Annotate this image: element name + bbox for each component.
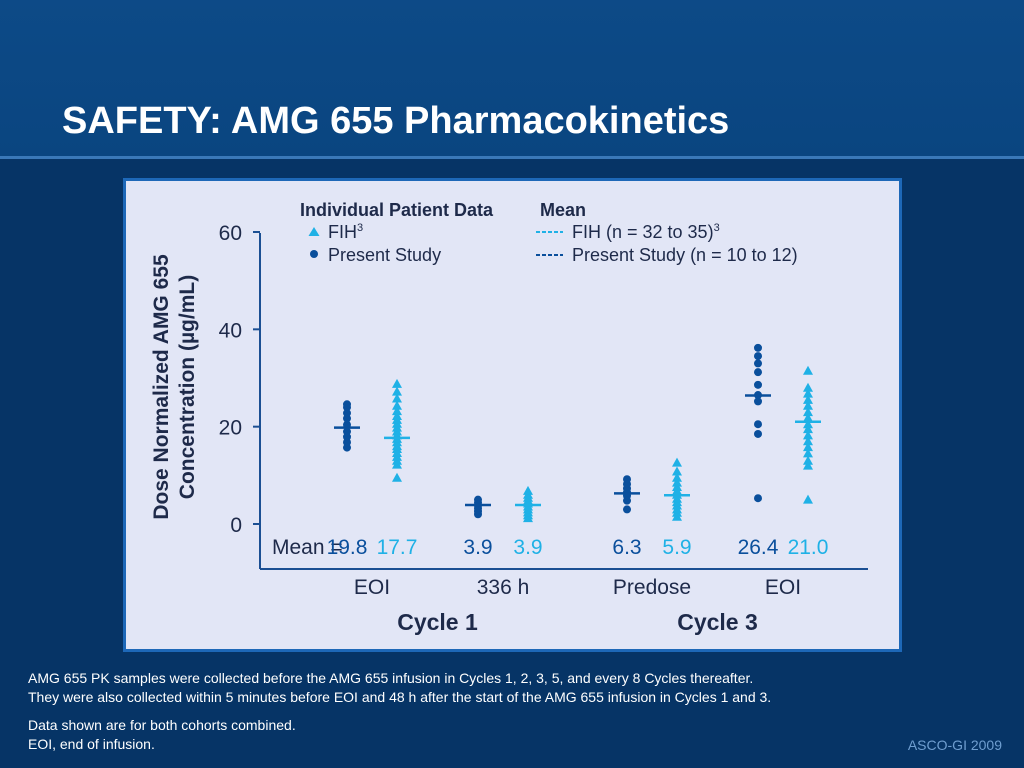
present-study-point: [343, 400, 351, 409]
fih-point: [392, 410, 402, 420]
legend-mean-header: Mean: [540, 200, 586, 220]
fih-point: [803, 419, 813, 429]
fih-point: [523, 485, 533, 495]
slide-title: SAFETY: AMG 655 Pharmacokinetics: [62, 100, 730, 142]
present-study-point: [754, 380, 762, 389]
fih-point: [803, 400, 813, 410]
fih-point: [803, 365, 813, 375]
fih-mean-value: 17.7: [377, 536, 418, 559]
present-study-point: [754, 359, 762, 368]
footnote-line: Data shown are for both cohorts combined…: [28, 717, 296, 733]
cycle-label: Cycle 1: [397, 609, 478, 635]
legend-fih-triangle-icon: [308, 227, 320, 236]
chart-panel: Dose Normalized AMG 655 Concentration (µ…: [123, 178, 902, 652]
footer-label: ASCO-GI 2009: [907, 737, 1002, 753]
legend-fih-marker-label: FIH3: [328, 222, 363, 242]
fih-mean-value: 3.9: [513, 536, 542, 559]
fih-point: [803, 442, 813, 452]
x-timepoint-label: EOI: [354, 576, 390, 599]
present-study-point: [343, 409, 351, 418]
fih-point: [803, 460, 813, 470]
slide-header: [0, 0, 1024, 158]
y-tick-label: 20: [219, 417, 242, 440]
fih-point: [672, 457, 682, 467]
present-study-point: [754, 343, 762, 352]
y-tick-label: 60: [219, 222, 242, 245]
present-mean-value: 3.9: [463, 536, 492, 559]
present-study-point: [343, 427, 351, 436]
present-study-point: [754, 352, 762, 361]
mean-row-label: Mean =: [272, 536, 343, 559]
y-axis-label-line2: Concentration (µg/mL): [176, 275, 199, 499]
fih-point: [803, 394, 813, 404]
y-tick-label: 40: [219, 319, 242, 342]
fih-point: [392, 393, 402, 403]
fih-point: [392, 472, 402, 482]
present-study-point: [474, 495, 482, 504]
x-timepoint-label: Predose: [613, 576, 691, 599]
present-study-point: [754, 368, 762, 377]
y-tick-label: 0: [230, 514, 242, 537]
fih-mean-value: 5.9: [662, 536, 691, 559]
cycle-label: Cycle 3: [677, 609, 758, 635]
fih-point: [392, 406, 402, 416]
present-study-point: [754, 420, 762, 429]
present-study-point: [754, 397, 762, 406]
fih-point: [672, 477, 682, 487]
fih-point: [803, 388, 813, 398]
legend-individual-header: Individual Patient Data: [300, 200, 494, 220]
legend-present-circle-icon: [310, 250, 318, 258]
fih-point: [803, 430, 813, 440]
footnotes-block: Data shown are for both cohorts combined…: [28, 716, 296, 754]
fih-point: [803, 407, 813, 417]
footnotes-block: AMG 655 PK samples were collected before…: [28, 669, 771, 707]
x-timepoint-label: 336 h: [477, 576, 530, 599]
fih-point: [392, 386, 402, 396]
chart-svg: Dose Normalized AMG 655 Concentration (µ…: [150, 200, 868, 635]
footnote-line: AMG 655 PK samples were collected before…: [28, 670, 754, 686]
x-timepoint-label: EOI: [765, 576, 801, 599]
footnote-line: They were also collected within 5 minute…: [28, 689, 772, 705]
fih-point: [392, 400, 402, 410]
fih-point: [803, 494, 813, 504]
fih-point: [803, 436, 813, 446]
fih-point: [803, 455, 813, 465]
present-mean-value: 19.8: [327, 536, 368, 559]
present-mean-value: 26.4: [738, 536, 779, 559]
legend-present-marker-label: Present Study: [328, 245, 441, 265]
header-divider: [0, 156, 1024, 159]
present-mean-value: 6.3: [612, 536, 641, 559]
fih-point: [803, 448, 813, 458]
present-study-point: [754, 429, 762, 438]
present-study-point: [623, 505, 631, 514]
legend-fih-mean-label: FIH (n = 32 to 35)3: [572, 222, 720, 242]
y-axis-label-line1: Dose Normalized AMG 655: [150, 254, 173, 520]
present-study-point: [623, 475, 631, 484]
fih-point: [803, 382, 813, 392]
fih-point: [803, 412, 813, 422]
fih-point: [672, 472, 682, 482]
fih-mean-value: 21.0: [788, 536, 829, 559]
legend-present-mean-label: Present Study (n = 10 to 12): [572, 245, 798, 265]
footnote-line: EOI, end of infusion.: [28, 736, 155, 752]
fih-point: [392, 378, 402, 388]
fih-point: [803, 424, 813, 434]
present-study-point: [754, 494, 762, 503]
fih-point: [672, 466, 682, 476]
